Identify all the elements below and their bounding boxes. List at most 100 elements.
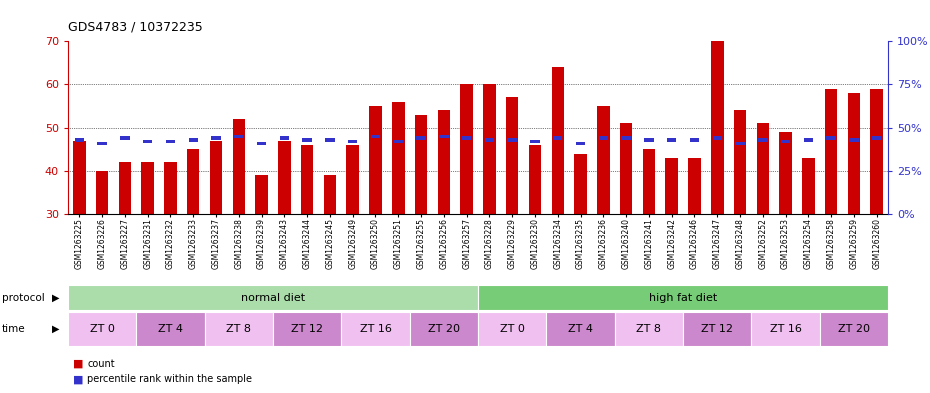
- Bar: [324, 175, 336, 214]
- Bar: [872, 136, 882, 140]
- Bar: [781, 140, 790, 143]
- Bar: [409, 312, 478, 346]
- Bar: [551, 67, 564, 214]
- Bar: [341, 312, 409, 346]
- Bar: [141, 162, 153, 214]
- Bar: [757, 123, 769, 214]
- Bar: [849, 138, 858, 141]
- Text: high fat diet: high fat diet: [649, 293, 717, 303]
- Bar: [712, 136, 722, 140]
- Text: ZT 8: ZT 8: [636, 324, 661, 334]
- Text: count: count: [87, 358, 115, 369]
- Bar: [393, 140, 403, 143]
- Text: ZT 0: ZT 0: [499, 324, 525, 334]
- Bar: [597, 106, 609, 214]
- Text: ZT 0: ZT 0: [89, 324, 114, 334]
- Bar: [484, 84, 496, 214]
- Bar: [417, 136, 426, 140]
- Bar: [711, 20, 724, 214]
- Bar: [575, 154, 587, 214]
- Text: GDS4783 / 10372235: GDS4783 / 10372235: [68, 20, 203, 33]
- Bar: [506, 97, 518, 214]
- Bar: [68, 312, 136, 346]
- Text: ZT 4: ZT 4: [158, 324, 183, 334]
- Bar: [644, 138, 654, 141]
- Text: ■: ■: [73, 358, 83, 369]
- Text: percentile rank within the sample: percentile rank within the sample: [87, 374, 252, 384]
- Bar: [460, 84, 472, 214]
- Bar: [870, 89, 883, 214]
- Text: ▶: ▶: [52, 324, 60, 334]
- Bar: [827, 136, 836, 140]
- Bar: [599, 136, 608, 140]
- Bar: [529, 145, 541, 214]
- Bar: [553, 136, 563, 140]
- Text: ZT 12: ZT 12: [291, 324, 323, 334]
- Bar: [438, 110, 450, 214]
- Bar: [643, 149, 655, 214]
- Text: ZT 16: ZT 16: [360, 324, 392, 334]
- Bar: [234, 135, 244, 138]
- Bar: [280, 136, 289, 140]
- Text: ▶: ▶: [52, 293, 60, 303]
- Bar: [119, 162, 131, 214]
- Bar: [758, 138, 767, 141]
- Bar: [751, 312, 819, 346]
- Bar: [508, 138, 517, 141]
- Bar: [96, 171, 108, 214]
- Bar: [120, 136, 129, 140]
- Bar: [683, 312, 751, 346]
- Bar: [189, 138, 198, 141]
- Bar: [779, 132, 791, 214]
- Text: normal diet: normal diet: [241, 293, 305, 303]
- Bar: [74, 138, 84, 141]
- Bar: [347, 145, 359, 214]
- Bar: [232, 119, 245, 214]
- Bar: [825, 89, 837, 214]
- Text: ZT 8: ZT 8: [226, 324, 251, 334]
- Bar: [667, 138, 676, 141]
- Bar: [415, 115, 427, 214]
- Bar: [211, 136, 220, 140]
- Bar: [210, 141, 222, 214]
- Bar: [68, 285, 478, 310]
- Bar: [302, 138, 312, 141]
- Bar: [257, 141, 266, 145]
- Bar: [278, 141, 290, 214]
- Bar: [371, 135, 380, 138]
- Bar: [392, 102, 405, 214]
- Bar: [620, 123, 632, 214]
- Bar: [804, 138, 813, 141]
- Bar: [187, 149, 199, 214]
- Text: ■: ■: [73, 374, 83, 384]
- Bar: [272, 312, 341, 346]
- Bar: [690, 138, 699, 141]
- Bar: [621, 136, 631, 140]
- Bar: [615, 312, 683, 346]
- Bar: [848, 93, 860, 214]
- Bar: [165, 162, 177, 214]
- Bar: [348, 140, 357, 143]
- Bar: [369, 106, 381, 214]
- Bar: [734, 110, 746, 214]
- Text: ZT 4: ZT 4: [568, 324, 593, 334]
- Text: ZT 20: ZT 20: [428, 324, 459, 334]
- Text: time: time: [2, 324, 25, 334]
- Bar: [576, 141, 585, 145]
- Bar: [205, 312, 273, 346]
- Bar: [166, 140, 175, 143]
- Bar: [819, 312, 888, 346]
- Bar: [301, 145, 313, 214]
- Text: ZT 16: ZT 16: [770, 324, 802, 334]
- Bar: [530, 140, 539, 143]
- Bar: [256, 175, 268, 214]
- Bar: [478, 312, 546, 346]
- Bar: [73, 141, 86, 214]
- Bar: [803, 158, 815, 214]
- Bar: [688, 158, 700, 214]
- Bar: [478, 285, 888, 310]
- Bar: [98, 141, 107, 145]
- Bar: [439, 135, 448, 138]
- Text: protocol: protocol: [2, 293, 45, 303]
- Text: ZT 12: ZT 12: [701, 324, 733, 334]
